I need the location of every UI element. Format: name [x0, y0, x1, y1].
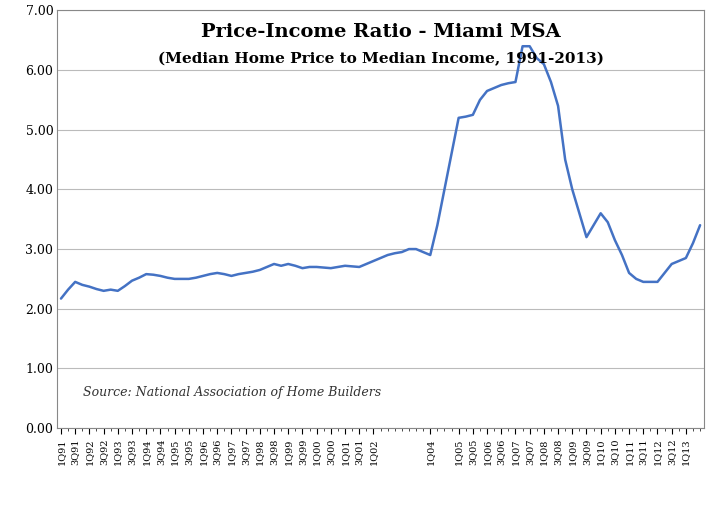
Text: Price-Income Ratio - Miami MSA: Price-Income Ratio - Miami MSA — [201, 23, 560, 41]
Text: Source: National Association of Home Builders: Source: National Association of Home Bui… — [83, 386, 381, 399]
Text: (Median Home Price to Median Income, 1991-2013): (Median Home Price to Median Income, 199… — [157, 52, 604, 66]
